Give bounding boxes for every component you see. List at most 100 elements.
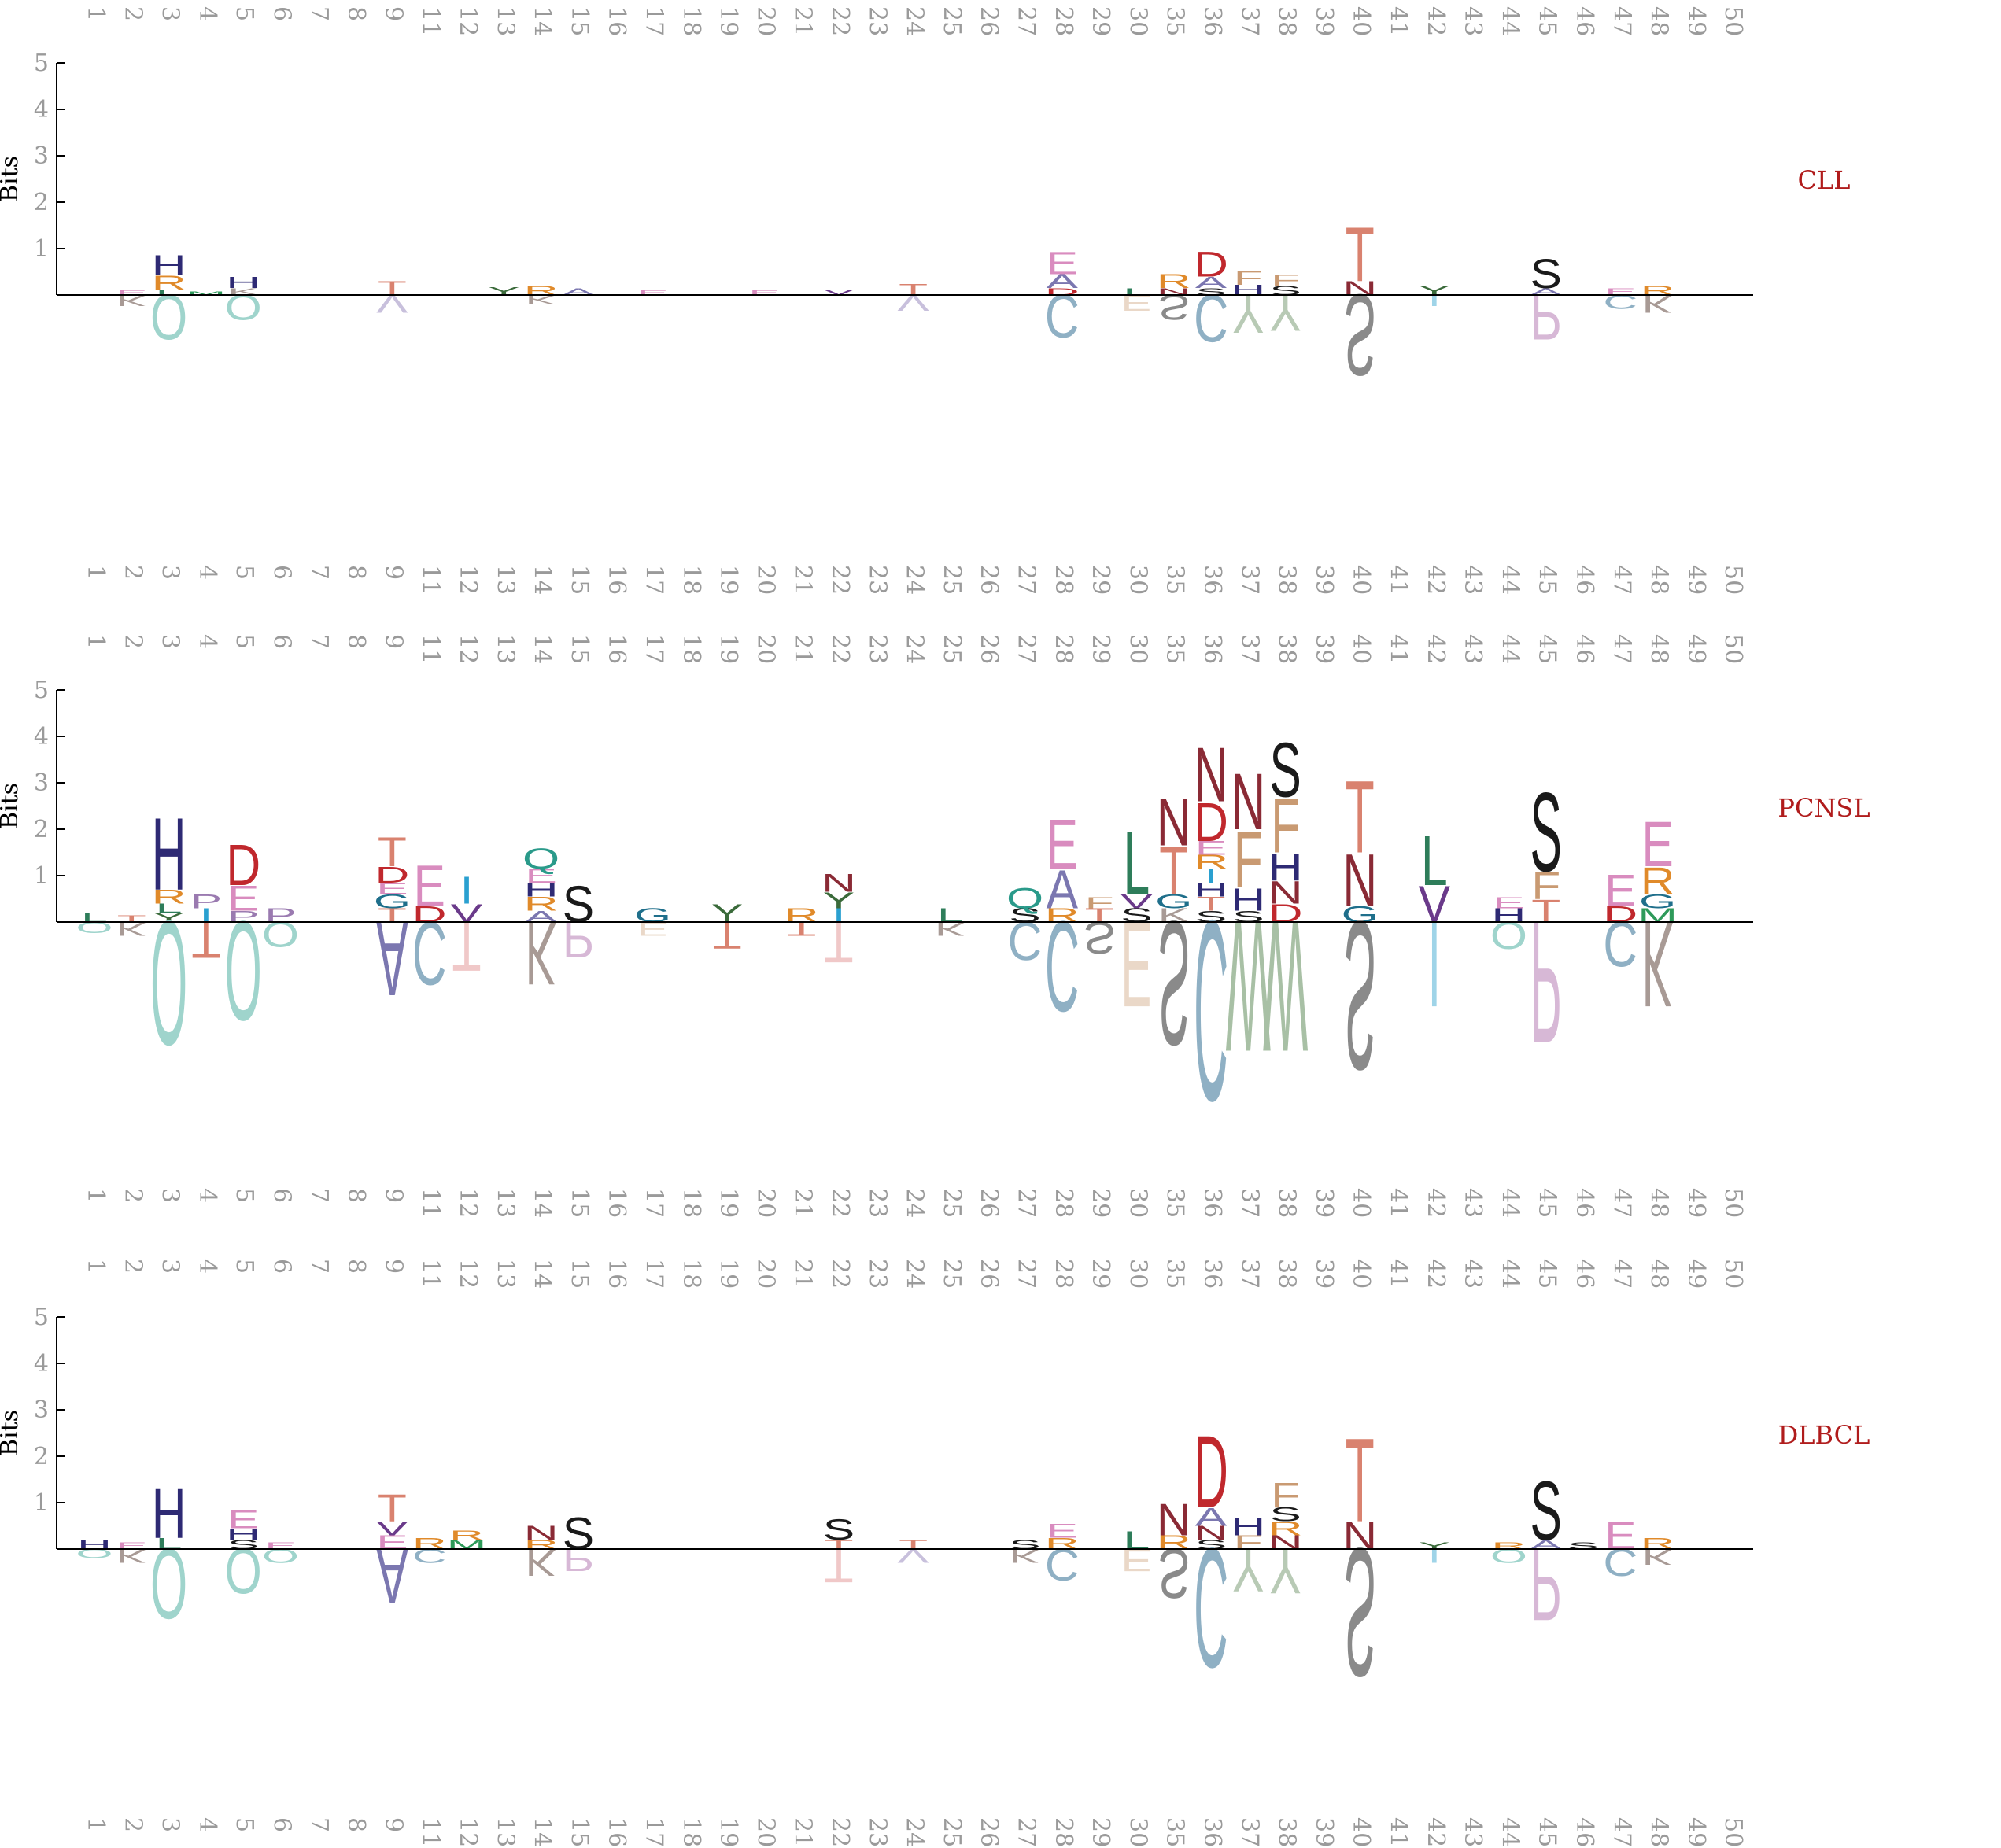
y-tick-label: 5 [34, 1304, 49, 1331]
position-label: 27 [1013, 1817, 1040, 1847]
position-label: 36 [1198, 565, 1226, 595]
position-label: 45 [1534, 1188, 1561, 1218]
position-label: 12 [454, 565, 482, 595]
logo-letter: K [116, 918, 148, 940]
logo-letter: E [1641, 809, 1673, 880]
logo-letter: D [1194, 245, 1228, 285]
position-label: 19 [714, 565, 742, 595]
logo-letter: T [1346, 1414, 1375, 1547]
position-label: 19 [714, 1817, 742, 1847]
logo-letter: D [1194, 1415, 1228, 1529]
logo-letter: H [1194, 879, 1228, 901]
logo-letter: A [1047, 271, 1079, 293]
logo-letter: T [378, 1486, 407, 1529]
position-label: 21 [789, 6, 817, 36]
position-label: 36 [1198, 1188, 1226, 1218]
position-label: 13 [491, 565, 519, 595]
position-label: 25 [938, 634, 965, 664]
logo-letter: I [833, 905, 846, 927]
logo-letter: T [713, 913, 742, 957]
position-label: 18 [677, 1259, 705, 1289]
logo-letter: O [262, 1545, 299, 1567]
logo-letter: E [1047, 245, 1078, 281]
logo-letter: N [1342, 1514, 1377, 1557]
logo-letter: S [563, 1508, 594, 1558]
logo-letter: C [1008, 910, 1043, 972]
position-label: 45 [1534, 1259, 1561, 1289]
position-label: 25 [938, 1188, 965, 1218]
position-label: 41 [1385, 565, 1412, 595]
position-label: 2 [119, 1817, 146, 1832]
position-label: 47 [1608, 1259, 1635, 1289]
logo-letter: R [1641, 859, 1675, 902]
logo-letter: S [1269, 1503, 1301, 1525]
logo-letter: T [824, 1539, 853, 1592]
logo-letter: G [374, 891, 411, 913]
position-label: 35 [1161, 1259, 1189, 1289]
logo-letter: H [1231, 881, 1265, 917]
position-label: 20 [751, 1188, 779, 1218]
position-label: 14 [529, 6, 556, 36]
position-label: 50 [1719, 6, 1747, 36]
logo-letter: K [1641, 290, 1673, 318]
logo-letter: O [262, 914, 299, 954]
logo-letter: D [226, 833, 260, 898]
logo-letter: N [1157, 1495, 1191, 1545]
logo-letter: V [1419, 876, 1450, 934]
logo-letter: R [1194, 851, 1228, 873]
position-label: 26 [975, 6, 1002, 36]
logo-letter: K [116, 1545, 148, 1567]
logo-letter: C [1194, 867, 1228, 1155]
logo-letter: C [1045, 282, 1080, 350]
y-tick-label: 5 [34, 677, 49, 704]
position-label: 30 [1124, 1188, 1151, 1218]
logo-letter: C [1045, 1539, 1080, 1589]
logo-letter: L [1124, 1526, 1150, 1555]
logo-letter: K [935, 918, 967, 940]
position-label: 6 [268, 6, 296, 21]
position-label: 20 [751, 565, 779, 595]
logo-letter: N [821, 869, 856, 898]
position-label: 21 [789, 565, 817, 595]
y-axis-label: Bits [0, 783, 24, 829]
position-label: 3 [157, 1817, 184, 1832]
position-label: 19 [714, 6, 742, 36]
position-label: 49 [1682, 1188, 1710, 1218]
logo-letter: K [1641, 895, 1673, 1032]
logo-letter: T [1346, 212, 1375, 298]
logo-letter: E [1604, 1514, 1636, 1557]
position-label: 37 [1235, 1188, 1263, 1218]
position-label: 16 [603, 1259, 630, 1289]
position-label: 46 [1571, 634, 1598, 664]
position-label: 26 [975, 1259, 1002, 1289]
position-label: 16 [603, 565, 630, 595]
position-label: 46 [1571, 6, 1598, 36]
position-label: 7 [305, 565, 333, 580]
position-label: 23 [863, 565, 891, 595]
logo-letter: C [412, 1545, 447, 1567]
position-label: 41 [1385, 1817, 1412, 1847]
logo-letter: A [525, 907, 558, 925]
position-label: 11 [417, 1188, 445, 1218]
position-label: 9 [379, 1817, 407, 1832]
logo-letter: N [1231, 756, 1265, 846]
logo-letter: R [152, 272, 186, 294]
position-label: 20 [751, 1817, 779, 1847]
y-tick-label: 3 [34, 769, 49, 797]
position-label: 43 [1459, 634, 1486, 664]
position-label: 13 [491, 634, 519, 664]
position-label: 18 [677, 565, 705, 595]
position-label: 38 [1273, 1817, 1301, 1847]
logo-letter: I [199, 905, 212, 927]
logo-letter: N [1194, 1522, 1228, 1544]
position-label: 43 [1459, 6, 1486, 36]
y-tick-label: 5 [34, 50, 49, 77]
logo-letter: G [1342, 902, 1379, 928]
position-label: 28 [1050, 565, 1077, 595]
position-label: 26 [975, 1817, 1002, 1847]
logo-letter: E [1120, 1542, 1152, 1578]
logo-letter: R [524, 893, 559, 915]
position-label: 28 [1050, 634, 1077, 664]
logo-letter: T [191, 910, 220, 968]
